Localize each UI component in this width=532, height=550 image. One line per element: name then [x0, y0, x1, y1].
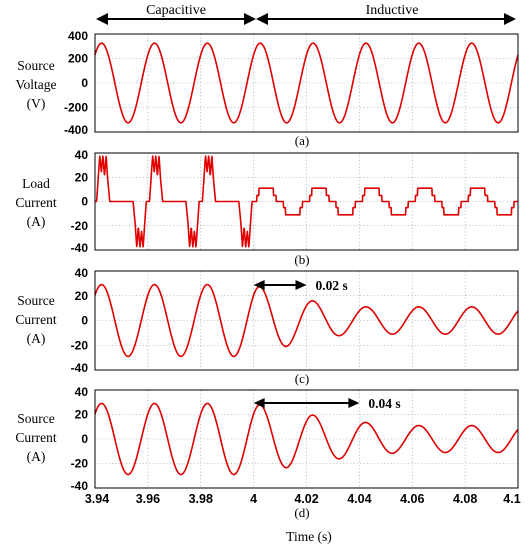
- inductive-arrow-head-right: [504, 13, 516, 25]
- xtick-2: 3.96: [136, 492, 160, 506]
- panel-c-gridlines: [94, 270, 519, 371]
- panel-a-frame: [94, 33, 519, 133]
- panel-d-ylabel-line-2: Current: [15, 430, 56, 445]
- x-axis-label: Time (s): [286, 529, 332, 544]
- panel-b-ylabel-line-2: Current: [15, 195, 56, 210]
- panel-a-ylabel-line-2: Voltage: [16, 77, 57, 92]
- panel-b-ytick-4: -20: [71, 219, 89, 233]
- panel-d-ytick-2: 20: [75, 408, 89, 422]
- panel-c-source-current-curve: [94, 283, 519, 358]
- panel-c-arrow-head-right: [295, 280, 307, 290]
- panel-d-source-current-curve: [94, 402, 519, 476]
- panel-c-ylabel-line-1: Source: [17, 293, 55, 308]
- panel-b-y-ticks: 40 20 0 -20 -40: [71, 148, 89, 255]
- panel-b-y-label: Load Current (A): [15, 176, 56, 229]
- panel-d-x-ticks: 3.94 3.96 3.98 4 4.02 4.04 4.06 4.08 4.1: [85, 492, 521, 506]
- panel-b-caption: (b): [294, 252, 309, 267]
- panel-source-current-d: 40 20 0 -20 -40 Source Current (A) 0.04 …: [15, 385, 520, 520]
- panel-b-ytick-3: 0: [81, 195, 88, 209]
- panel-d-frame: [94, 389, 519, 489]
- panel-a-ytick-2: 200: [68, 52, 88, 66]
- panel-b-ytick-2: 20: [75, 170, 89, 184]
- panel-source-current-c: 40 20 0 -20 -40 Source Current (A) 0.02 …: [15, 266, 519, 386]
- panel-a-ytick-3: 0: [81, 76, 88, 90]
- panel-b-ytick-5: -40: [71, 241, 89, 255]
- panel-a-ytick-4: -200: [64, 101, 88, 115]
- panel-c-y-label: Source Current (A): [15, 293, 56, 346]
- xtick-4: 4: [250, 492, 257, 506]
- panel-d-ytick-1: 40: [75, 385, 89, 399]
- panel-d-gridlines: [94, 389, 519, 489]
- panel-c-frame: [94, 270, 519, 371]
- capacitive-arrow-head-left: [96, 13, 108, 25]
- xtick-1: 3.94: [85, 492, 109, 506]
- region-arrows: Capacitive Inductive: [96, 3, 516, 25]
- xtick-6: 4.04: [347, 492, 371, 506]
- xtick-9: 4.1: [503, 492, 520, 506]
- panel-c-ytick-3: 0: [81, 314, 88, 328]
- panel-d-ytick-3: 0: [81, 432, 88, 446]
- inductive-arrow-head-left: [256, 13, 268, 25]
- panel-b-ytick-1: 40: [75, 148, 89, 162]
- panel-load-current: 40 20 0 -20 -40 Load Current (A) (b): [15, 148, 519, 267]
- panel-c-annotation-text: 0.02 s: [316, 278, 348, 293]
- panel-d-caption: (d): [294, 505, 309, 520]
- panel-d-ylabel-line-1: Source: [17, 411, 55, 426]
- panel-d-y-label: Source Current (A): [15, 411, 56, 464]
- capacitive-arrow-head-right: [244, 13, 256, 25]
- panel-d-ytick-5: -40: [71, 479, 89, 493]
- panel-c-ylabel-line-2: Current: [15, 312, 56, 327]
- panel-a-voltage-curve: [94, 42, 519, 124]
- panel-b-frame: [94, 152, 519, 251]
- xtick-3: 3.98: [189, 492, 213, 506]
- panel-d-arrow-head-right: [348, 398, 360, 408]
- panel-c-ytick-4: -20: [71, 338, 89, 352]
- panel-b-ylabel-line-1: Load: [22, 176, 50, 191]
- panel-a-caption: (a): [295, 133, 309, 148]
- panel-b-ylabel-line-3: (A): [27, 214, 46, 229]
- inductive-label: Inductive: [366, 3, 419, 18]
- panel-c-ytick-2: 20: [75, 289, 89, 303]
- panel-c-annotation: 0.02 s: [253, 278, 348, 293]
- panel-a-ylabel-line-3: (V): [27, 96, 46, 111]
- panel-a-y-ticks: 400 200 0 -200 -400: [64, 29, 88, 137]
- panel-c-y-ticks: 40 20 0 -20 -40: [71, 266, 89, 375]
- panel-c-ylabel-line-3: (A): [27, 331, 46, 346]
- panel-d-y-ticks: 40 20 0 -20 -40: [71, 385, 89, 493]
- panel-source-voltage: 400 200 0 -200 -400 Source Voltage (V) (…: [16, 29, 519, 148]
- panel-c-caption: (c): [295, 371, 309, 386]
- panel-a-y-label: Source Voltage (V): [16, 58, 57, 111]
- panel-d-arrow-head-left: [253, 398, 265, 408]
- panel-d-annotation-text: 0.04 s: [368, 396, 400, 411]
- xtick-8: 4.08: [453, 492, 477, 506]
- panel-c-ytick-5: -40: [71, 361, 89, 375]
- panel-c-ytick-1: 40: [75, 266, 89, 280]
- panel-b-load-current-curve: [94, 155, 519, 248]
- panel-c-arrow-head-left: [253, 280, 265, 290]
- capacitive-label: Capacitive: [146, 3, 206, 18]
- panel-a-ylabel-line-1: Source: [17, 58, 55, 73]
- panel-d-ylabel-line-3: (A): [27, 449, 46, 464]
- panel-d-ytick-4: -20: [71, 457, 89, 471]
- xtick-7: 4.06: [400, 492, 424, 506]
- panel-d-annotation: 0.04 s: [253, 396, 401, 411]
- panel-a-ytick-5: -400: [64, 123, 88, 137]
- panel-a-ytick-1: 400: [68, 29, 88, 43]
- xtick-5: 4.02: [294, 492, 318, 506]
